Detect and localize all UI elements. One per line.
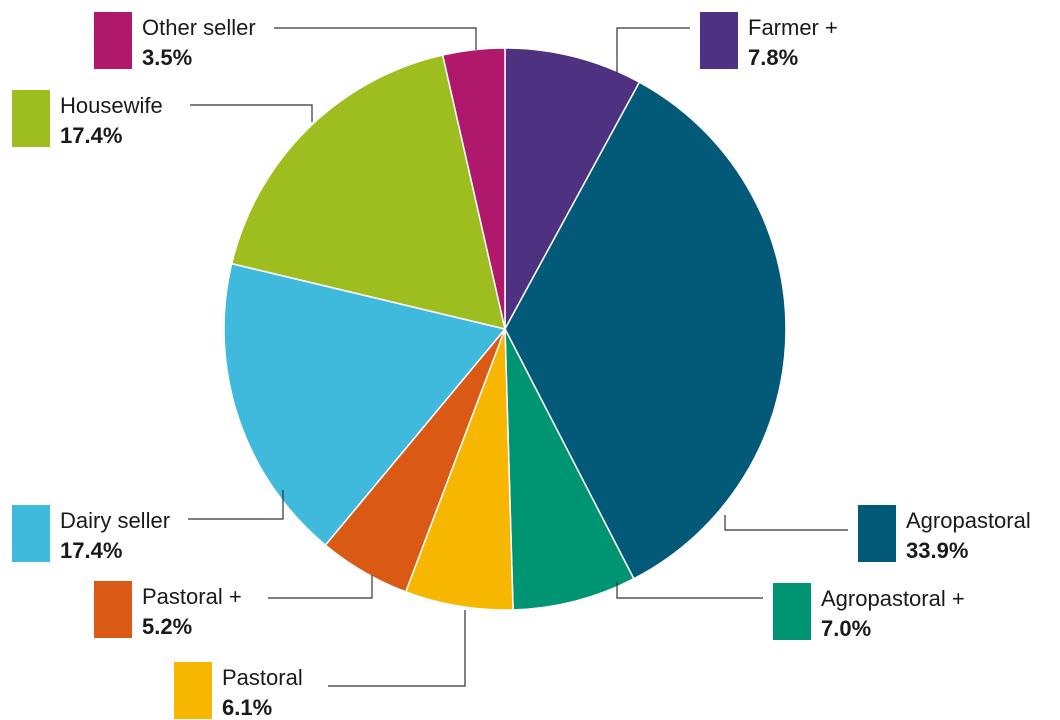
- callout-leaders: [188, 27, 848, 687]
- legend-swatch-agropastoral-plus: [773, 583, 811, 640]
- pie-slice-dairy-seller: [223, 262, 507, 547]
- slice-value-housewife: 17.4%: [60, 123, 122, 148]
- pie-slice-agropastoral: [504, 81, 787, 580]
- slice-value-other-seller: 3.5%: [142, 45, 192, 70]
- slice-label-agropastoral-plus: Agropastoral +: [821, 586, 965, 611]
- legend-swatch-agropastoral: [858, 505, 896, 562]
- pie-slice-farmer-plus: [504, 47, 641, 330]
- leader-line-pastoral-plus: [268, 575, 373, 599]
- legend-swatch-pastoral-plus: [94, 581, 132, 638]
- slice-value-farmer-plus: 7.8%: [748, 45, 798, 70]
- legend-swatch-pastoral: [174, 662, 212, 719]
- slice-value-agropastoral-plus: 7.0%: [821, 616, 871, 641]
- leader-line-other-seller: [274, 27, 477, 50]
- legend-swatch-other-seller: [94, 12, 132, 69]
- slice-label-pastoral: Pastoral: [222, 665, 303, 690]
- slice-label-housewife: Housewife: [60, 93, 163, 118]
- leader-line-agropastoral: [724, 515, 848, 531]
- legend-swatch-farmer-plus: [700, 12, 738, 69]
- slice-label-farmer-plus: Farmer +: [748, 15, 838, 40]
- legend-swatch-dairy-seller: [12, 505, 50, 562]
- legend-swatch-housewife: [12, 90, 50, 147]
- leader-line-housewife: [190, 104, 313, 122]
- slice-value-dairy-seller: 17.4%: [60, 538, 122, 563]
- slice-value-agropastoral: 33.9%: [906, 538, 968, 563]
- slice-value-pastoral-plus: 5.2%: [142, 614, 192, 639]
- pie-slice-housewife: [230, 54, 506, 331]
- slice-label-other-seller: Other seller: [142, 15, 256, 40]
- callout-labels: Farmer + 7.8% Agropastoral 33.9% Agropastora…: [12, 12, 1031, 720]
- leader-line-dairy-seller: [188, 490, 284, 520]
- slice-value-pastoral: 6.1%: [222, 695, 272, 720]
- slice-label-agropastoral: Agropastoral: [906, 508, 1031, 533]
- pie-slice-other-seller: [441, 47, 506, 330]
- pie-slices: [223, 47, 787, 611]
- pie-slice-agropastoral-plus: [504, 328, 635, 611]
- leader-line-pastoral: [328, 610, 466, 687]
- leader-line-agropastoral-plus: [616, 582, 763, 599]
- slice-label-pastoral-plus: Pastoral +: [142, 584, 242, 609]
- slice-label-dairy-seller: Dairy seller: [60, 508, 170, 533]
- leader-line-farmer-plus: [616, 27, 690, 74]
